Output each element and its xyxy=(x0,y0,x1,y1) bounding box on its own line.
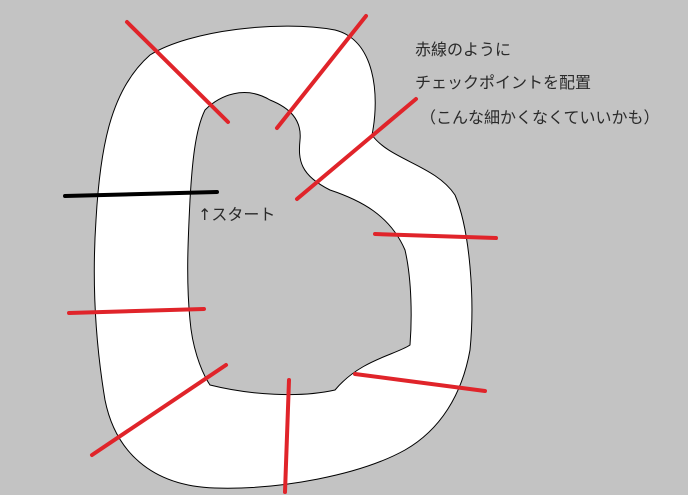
track-inner xyxy=(187,92,412,396)
checkpoint-line xyxy=(90,363,228,457)
checkpoint-line xyxy=(373,232,498,240)
checkpoint-line xyxy=(295,97,418,201)
checkpoint-line xyxy=(275,14,368,130)
checkpoint-line xyxy=(125,20,230,124)
checkpoint-line xyxy=(67,307,206,315)
annotation-line-3: （こんな細かくなくていいかも） xyxy=(420,108,660,127)
checkpoint-line xyxy=(283,378,291,494)
annotation-line-1: 赤線のように xyxy=(415,40,512,59)
start-line xyxy=(63,190,219,198)
start-label: ↑スタート xyxy=(198,205,276,224)
checkpoint-line xyxy=(353,372,487,393)
annotation-line-2: チェックポイントを配置 xyxy=(415,73,592,92)
